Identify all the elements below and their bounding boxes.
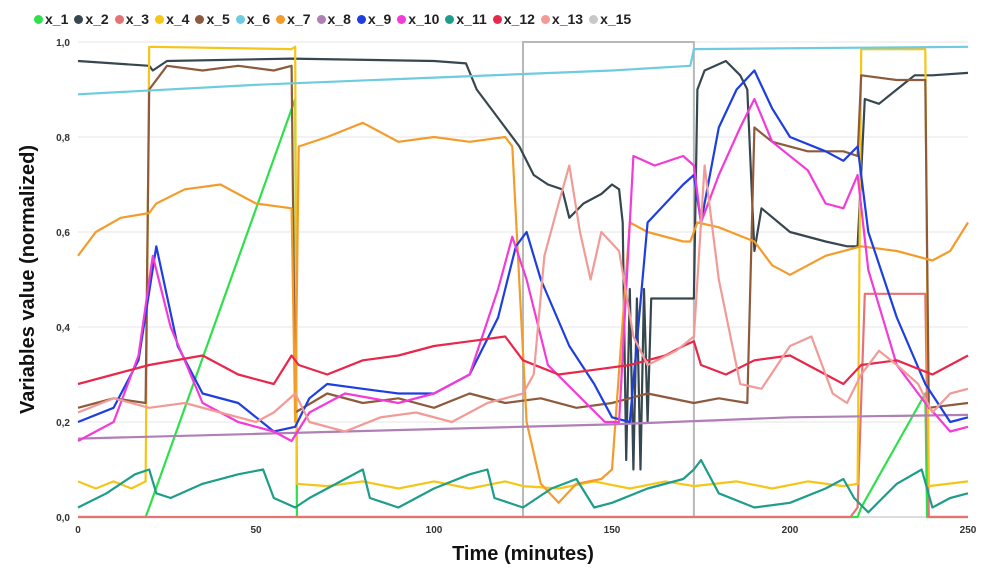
legend-item-x13: x_13: [540, 11, 584, 27]
legend-marker: [235, 14, 245, 24]
series-line-x9: [77, 69, 969, 433]
legend-marker: [397, 14, 407, 24]
legend-item-x9: x_9: [356, 11, 392, 27]
series-line-x7: [77, 121, 969, 504]
series-line-x5: [77, 64, 969, 414]
x-tick-label: 0: [75, 525, 81, 536]
legend-label: x_4: [166, 11, 190, 27]
y-tick-label: 0,2: [56, 418, 70, 429]
legend-item-x6: x_6: [235, 11, 271, 27]
legend-marker: [74, 14, 84, 24]
legend-item-x8: x_8: [316, 11, 351, 27]
legend-item-x10: x_10: [397, 11, 439, 27]
legend-item-x7: x_7: [276, 11, 311, 27]
legend-label: x_11: [456, 11, 487, 27]
legend-label: x_6: [246, 11, 271, 27]
y-tick-label: 0,0: [56, 513, 70, 524]
y-tick-label: 0,8: [56, 133, 70, 144]
series-line-x2: [77, 57, 969, 471]
legend-item-x11: x_11: [445, 11, 487, 27]
legend-item-x12: x_12: [492, 11, 535, 27]
x-tick-label: 100: [426, 525, 443, 536]
x-tick-label: 250: [960, 525, 977, 536]
legend-label: x_5: [206, 11, 230, 27]
legend-label: x_10: [408, 11, 440, 27]
series-line-x8: [77, 413, 969, 440]
x-axis-title: Time (minutes): [452, 543, 594, 565]
legend-marker: [155, 14, 165, 24]
x-tick-label: 150: [604, 525, 621, 536]
highlight-box: [522, 41, 695, 518]
legend-marker: [114, 14, 124, 24]
legend-marker: [492, 14, 502, 24]
legend-label: x_12: [503, 11, 535, 27]
series-line-x6: [77, 45, 969, 96]
legend-item-x5: x_5: [195, 11, 230, 27]
legend-item-x2: x_2: [74, 11, 109, 27]
legend-marker: [195, 14, 205, 24]
legend-label: x_1: [45, 11, 69, 27]
legend: x_1 x_2 x_3 x_4 x_5 x_6 x_7 x_8 x_9 x_10 x_11 x_12 x…: [34, 8, 637, 30]
legend-label: x_13: [551, 11, 584, 27]
y-tick-label: 0,4: [56, 323, 70, 334]
legend-label: x_3: [125, 11, 150, 27]
x-tick-label: 50: [250, 525, 262, 536]
legend-item-x4: x_4: [155, 11, 189, 27]
series-line-x11: [77, 458, 969, 514]
legend-marker: [445, 14, 455, 24]
y-axis-ticks: 0,0 0,2 0,4 0,6 0,8 1,0: [56, 38, 70, 524]
legend-marker: [589, 14, 599, 24]
x-axis-ticks: 0 50 100 150 200 250: [75, 525, 977, 536]
y-tick-label: 0,6: [56, 228, 70, 239]
legend-label: x_15: [600, 11, 632, 27]
legend-label: x_7: [287, 11, 311, 27]
legend-label: x_9: [367, 11, 392, 27]
series-line-x12: [77, 335, 969, 386]
legend-label: x_2: [85, 11, 109, 27]
y-tick-label: 1,0: [56, 38, 70, 49]
legend-marker: [316, 14, 326, 24]
x-tick-label: 200: [782, 525, 799, 536]
series-lines: [77, 45, 969, 519]
y-axis-title: Variables value (normalized): [17, 145, 39, 414]
legend-item-x1: x_1: [34, 11, 68, 27]
legend-item-x3: x_3: [114, 11, 150, 27]
legend-marker: [276, 14, 286, 24]
series-line-x10: [77, 97, 969, 443]
legend-marker: [540, 14, 550, 24]
series-line-x13: [77, 164, 969, 433]
legend-marker: [356, 14, 366, 24]
legend-marker: [34, 14, 43, 24]
legend-item-x15: x_15: [589, 11, 631, 27]
legend-label: x_8: [327, 11, 351, 27]
